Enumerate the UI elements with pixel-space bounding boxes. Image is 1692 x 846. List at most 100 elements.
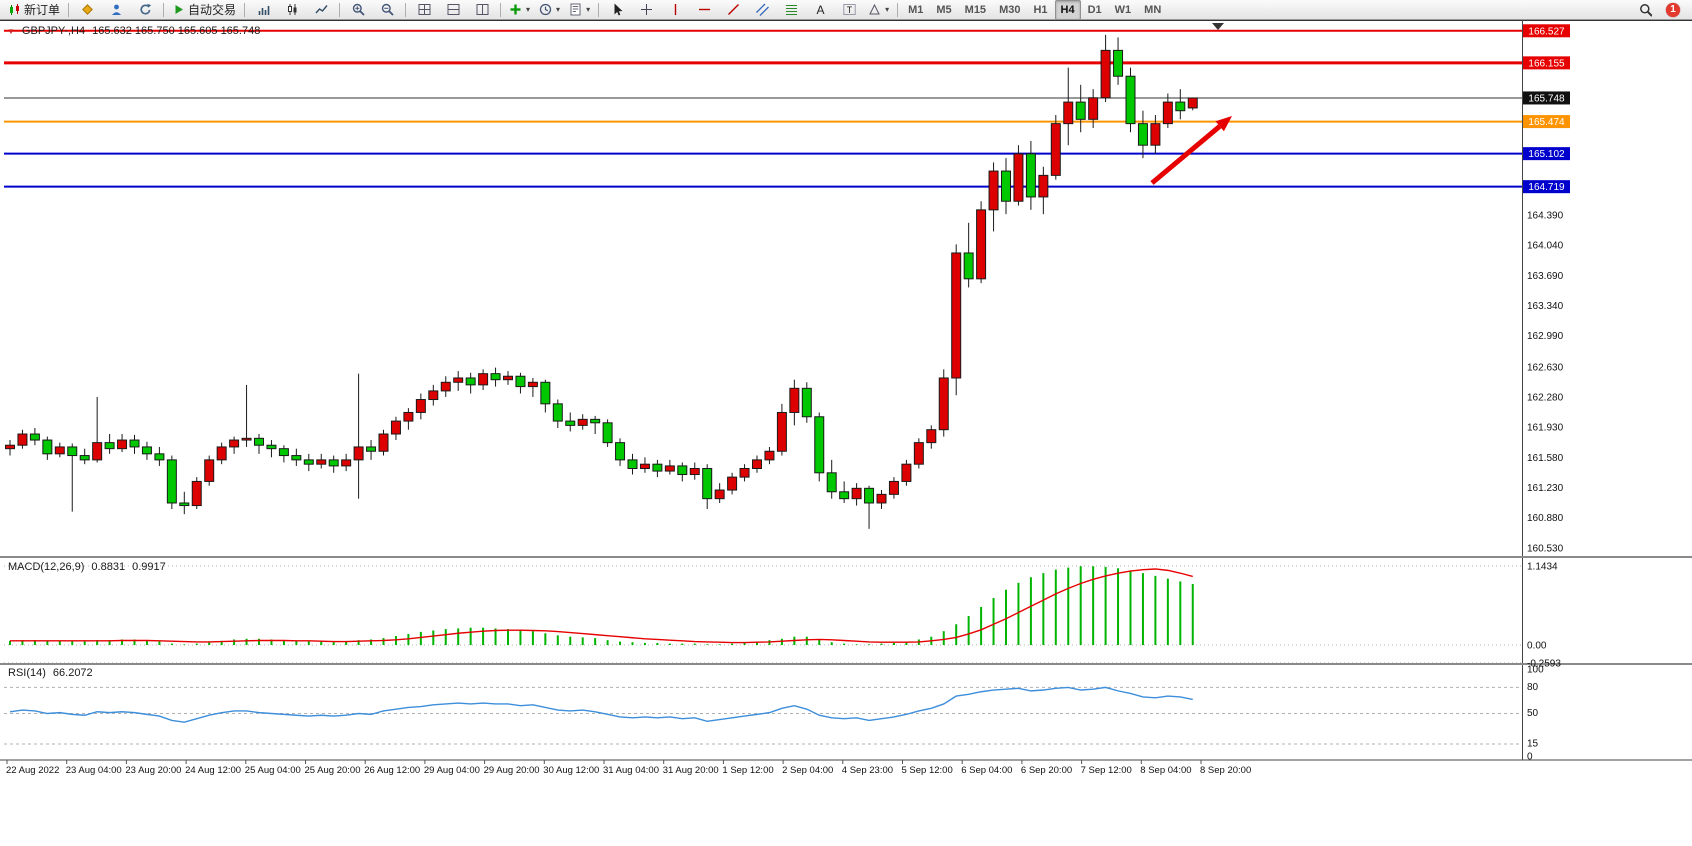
chart-shift-marker[interactable]: [1212, 23, 1224, 30]
candle: [552, 399, 563, 428]
candle: [951, 244, 962, 396]
period-button-d1[interactable]: D1: [1087, 3, 1102, 16]
candle: [664, 459, 675, 475]
candle: [764, 446, 775, 465]
period-button-w1[interactable]: W1: [1114, 3, 1132, 16]
symbol-marker-icon: ▼: [7, 26, 15, 36]
line-chart-button[interactable]: [307, 0, 335, 20]
search-button[interactable]: [1631, 0, 1659, 20]
auto-trading-button[interactable]: 自动交易: [168, 0, 240, 20]
caret-down-icon: ▾: [586, 5, 591, 14]
candle: [490, 367, 501, 387]
period-button-m1[interactable]: M1: [908, 3, 924, 16]
arrange-horizontal-button[interactable]: [439, 0, 467, 20]
price-axis-label: 163.690: [1527, 271, 1564, 282]
rsi-axis-label: 50: [1527, 708, 1539, 719]
time-axis-label: 1 Sep 12:00: [722, 765, 773, 776]
candle: [403, 408, 414, 430]
arrange-vertical-button[interactable]: [468, 0, 496, 20]
candles-icon: [8, 3, 21, 16]
candle: [328, 455, 339, 473]
refresh-button[interactable]: [131, 0, 159, 20]
candle: [814, 412, 825, 482]
period-button-m15[interactable]: M15: [964, 3, 987, 16]
candle: [926, 425, 937, 449]
rsi-value: 66.2072: [52, 667, 93, 679]
label-button[interactable]: T: [835, 0, 863, 20]
trend-arrow[interactable]: [1150, 124, 1222, 185]
candle: [1100, 34, 1111, 103]
price-badge: [1523, 56, 1570, 70]
candle: [54, 442, 65, 458]
candle: [229, 436, 240, 454]
candle: [415, 393, 426, 420]
tile-windows-button[interactable]: [410, 0, 438, 20]
price-axis-label: 164.040: [1527, 241, 1564, 252]
candle: [92, 396, 103, 463]
horizontal-lines: [4, 29, 1522, 188]
trendline-button[interactable]: [719, 0, 747, 20]
indicators-button[interactable]: ▾: [505, 0, 534, 20]
time-axis-label: 23 Aug 04:00: [66, 765, 122, 776]
trend-arrow-head: [1215, 116, 1232, 132]
price-badge-label: 166.155: [1528, 58, 1565, 69]
shapes-button[interactable]: ▾: [864, 0, 893, 20]
rsi-axis-label: 15: [1527, 738, 1539, 749]
rsi-name: RSI(14): [8, 667, 46, 679]
fibo-icon: [785, 3, 798, 16]
crosshair-icon: [640, 3, 653, 16]
auto-trading-button-label: 自动交易: [188, 3, 237, 17]
candle: [864, 485, 875, 529]
period-button-h4[interactable]: H4: [1054, 0, 1081, 20]
macd-signal-line: [10, 568, 1193, 644]
notification-badge[interactable]: 1: [1666, 2, 1680, 17]
horizontal-line-button[interactable]: [690, 0, 718, 20]
zoom-in-button[interactable]: [344, 0, 372, 20]
new-order-button[interactable]: 新订单: [4, 0, 64, 20]
price-axis-label: 160.530: [1527, 543, 1564, 554]
zoomin-icon: [352, 3, 365, 16]
price-axis-label: 162.280: [1527, 392, 1564, 403]
macd-axis-label: 1.1434: [1527, 561, 1558, 572]
candle: [29, 427, 40, 446]
fibonacci-button[interactable]: [777, 0, 805, 20]
period-button-h1[interactable]: H1: [1033, 3, 1048, 16]
zoomout-icon: [381, 3, 394, 16]
vertical-line-button[interactable]: [661, 0, 689, 20]
crosshair-button[interactable]: [632, 0, 660, 20]
price-badge: [1523, 147, 1570, 161]
candlestick-series: [5, 34, 1198, 529]
candle: [515, 372, 526, 394]
cols-icon: [476, 3, 489, 16]
template-icon: [569, 3, 582, 16]
time-axis-label: 8 Sep 04:00: [1140, 765, 1191, 776]
rsi-axis-label: 80: [1527, 682, 1539, 693]
profile-button[interactable]: [102, 0, 130, 20]
cursor-button[interactable]: [603, 0, 631, 20]
price-badge-label: 165.748: [1528, 93, 1565, 104]
candle: [1075, 84, 1086, 133]
candle: [141, 441, 152, 460]
channel-button[interactable]: [748, 0, 776, 20]
candlestick-chart-button[interactable]: [278, 0, 306, 20]
new-order-button-label: 新订单: [24, 3, 61, 17]
templates-button[interactable]: ▾: [565, 0, 594, 20]
chart-canvas[interactable]: 164.390 164.040 163.690 163.340 162.990 162.6…: [0, 20, 1692, 846]
bar-chart-button[interactable]: [249, 0, 277, 20]
period-button-m30[interactable]: M30: [999, 3, 1021, 16]
timeframes-button[interactable]: ▾: [535, 0, 564, 20]
candle: [453, 371, 464, 391]
candle: [104, 434, 115, 454]
market-watch-button[interactable]: [73, 0, 101, 20]
zoom-out-button[interactable]: [373, 0, 401, 20]
text-button[interactable]: A: [806, 0, 834, 20]
textA-icon: A: [814, 3, 827, 16]
candle: [366, 440, 377, 460]
candle: [976, 201, 987, 284]
linechart-icon: [315, 3, 328, 16]
vline-icon: [669, 3, 682, 16]
period-button-mn[interactable]: MN: [1144, 3, 1162, 16]
macd-signal-value: 0.9917: [132, 561, 166, 573]
period-button-m5[interactable]: M5: [936, 3, 952, 16]
toolbar-separator: [339, 2, 341, 17]
